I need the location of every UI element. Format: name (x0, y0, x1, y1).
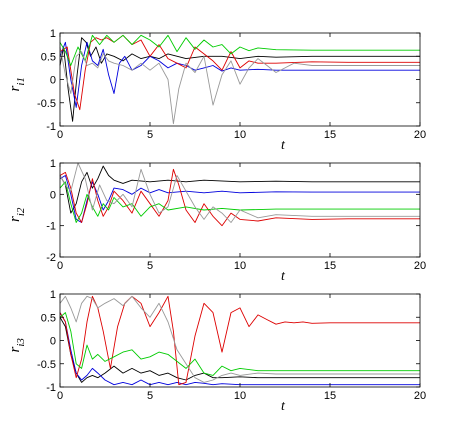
y-tick-label: 0 (50, 75, 56, 87)
series-line-3 (59, 34, 420, 111)
chart-panel-1: 0 5 10 15 20 1 0.5 0 -0.5 -1 t ri1 (7, 28, 426, 153)
y-tick-label: 0.5 (41, 51, 56, 63)
y-tick-label: -1 (46, 121, 56, 133)
y-axis-label-main: r (7, 347, 23, 353)
y-tick-label: -1 (46, 221, 56, 233)
y-tick-label: 1 (50, 28, 56, 40)
y-tick-label: -1 (46, 382, 56, 394)
series-line-4 (59, 181, 420, 223)
series-line-5 (59, 46, 420, 125)
y-axis-label-main: r (7, 216, 23, 222)
x-tick-label: 20 (414, 390, 426, 402)
x-tick-label: 5 (147, 390, 153, 402)
x-tick-label: 10 (234, 129, 246, 141)
x-axis-label: t (281, 399, 286, 414)
series-line-1 (59, 37, 420, 122)
series-line-2 (59, 175, 420, 223)
y-axis-label-subscript: i1 (15, 77, 27, 86)
x-tick-label: 15 (324, 390, 336, 402)
x-tick-label: 20 (414, 129, 426, 141)
series-line-2 (59, 41, 420, 108)
y-tick-label: 1 (50, 158, 56, 170)
y-tick-label: 1 (50, 289, 56, 301)
x-tick-label: 20 (414, 260, 426, 272)
x-tick-label: 15 (324, 129, 336, 141)
y-tick-label: -2 (46, 252, 56, 264)
series-line-4 (59, 34, 420, 66)
x-tick-label: 0 (57, 129, 63, 141)
x-tick-label: 0 (57, 390, 63, 402)
x-axis-label: t (281, 269, 286, 284)
series-line-4 (59, 312, 420, 376)
x-axis-label: t (281, 138, 286, 153)
y-tick-label: 0.5 (41, 312, 56, 324)
y-axis-label: ri2 (7, 207, 27, 222)
y-axis-label-subscript: i2 (15, 207, 27, 216)
y-axis-label: ri3 (7, 338, 27, 353)
series-line-3 (59, 295, 420, 386)
series-line-3 (59, 168, 420, 227)
series-line-5 (59, 295, 420, 383)
x-tick-label: 0 (57, 260, 63, 272)
series-line-1 (59, 165, 420, 214)
y-tick-label: 0 (50, 189, 56, 201)
y-tick-label: -0.5 (37, 359, 56, 371)
y-tick-label: -0.5 (37, 98, 56, 110)
y-axis-label-main: r (7, 86, 23, 92)
y-axis-label-subscript: i3 (15, 338, 27, 347)
series-line-2 (59, 312, 420, 386)
x-tick-label: 15 (324, 260, 336, 272)
chart-panel-3: 0 5 10 15 20 1 0.5 0 -0.5 -1 t ri3 (7, 289, 426, 414)
series-line-1 (59, 317, 420, 383)
series-line-5 (59, 162, 420, 223)
x-tick-label: 10 (234, 260, 246, 272)
x-tick-label: 5 (147, 129, 153, 141)
x-tick-label: 5 (147, 260, 153, 272)
x-tick-label: 10 (234, 390, 246, 402)
y-tick-label: 0 (50, 336, 56, 348)
y-axis-label: ri1 (7, 77, 27, 91)
